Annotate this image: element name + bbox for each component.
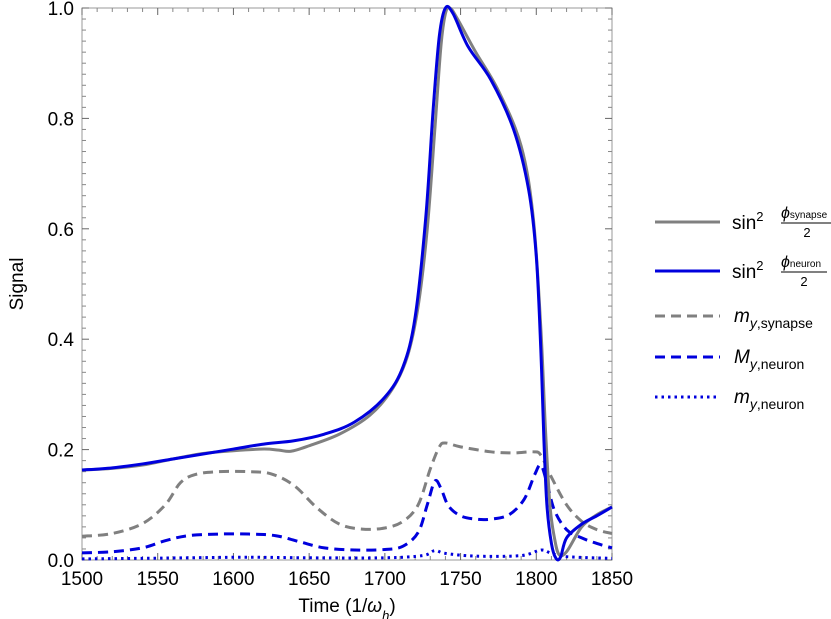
x-tick-label: 1550 xyxy=(137,569,179,590)
y-axis-label: Signal xyxy=(7,258,28,311)
legend-label: my,neuron xyxy=(734,387,804,412)
plot-frame xyxy=(81,7,613,561)
x-tick-label: 1600 xyxy=(212,569,254,590)
series-my-neuron xyxy=(81,548,613,561)
legend-fraction-num: ϕneuron xyxy=(781,254,821,271)
axis-ticks xyxy=(81,7,613,561)
y-tick-label: 0.8 xyxy=(48,109,74,130)
series-sin2-neuron xyxy=(81,4,613,562)
y-tick-label: 0.4 xyxy=(48,330,75,351)
legend: sin2 ϕsynapse 2 sin2 ϕneuron 2 my,synapse My,ne… xyxy=(655,205,831,412)
legend-label: My,neuron xyxy=(734,347,804,372)
chart-series xyxy=(81,4,613,562)
y-tick-label: 1.0 xyxy=(48,0,74,20)
y-tick-label: 0.2 xyxy=(48,441,74,462)
x-tick-label: 1650 xyxy=(288,569,330,590)
legend-label: sin2 xyxy=(732,258,764,283)
axis-tick-labels: 1500 1550 1600 1650 1700 1750 1800 1850 0.0 0.2 0.… xyxy=(48,0,634,590)
series-my-synapse xyxy=(81,441,613,538)
x-tick-label: 1700 xyxy=(364,569,406,590)
x-tick-label: 1500 xyxy=(61,569,103,590)
legend-label: my,synapse xyxy=(734,306,813,331)
x-axis-label: Time (1/ωh) xyxy=(298,596,395,619)
series-sin2-synapse xyxy=(81,6,613,558)
y-tick-label: 0.6 xyxy=(48,220,74,241)
legend-fraction-den: 2 xyxy=(803,225,810,240)
y-tick-label: 0.0 xyxy=(48,551,74,572)
legend-fraction-num: ϕsynapse xyxy=(781,205,828,222)
x-tick-label: 1800 xyxy=(515,569,557,590)
legend-label: sin2 xyxy=(732,209,764,234)
x-tick-label: 1750 xyxy=(439,569,481,590)
legend-fraction-den: 2 xyxy=(800,274,807,289)
x-tick-label: 1850 xyxy=(591,569,633,590)
